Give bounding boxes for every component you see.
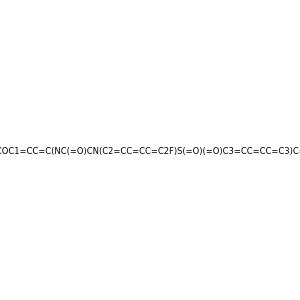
Text: CCOC1=CC=C(NC(=O)CN(C2=CC=CC=C2F)S(=O)(=O)C3=CC=CC=C3)C=C1: CCOC1=CC=C(NC(=O)CN(C2=CC=CC=C2F)S(=O)(=… bbox=[0, 147, 300, 156]
